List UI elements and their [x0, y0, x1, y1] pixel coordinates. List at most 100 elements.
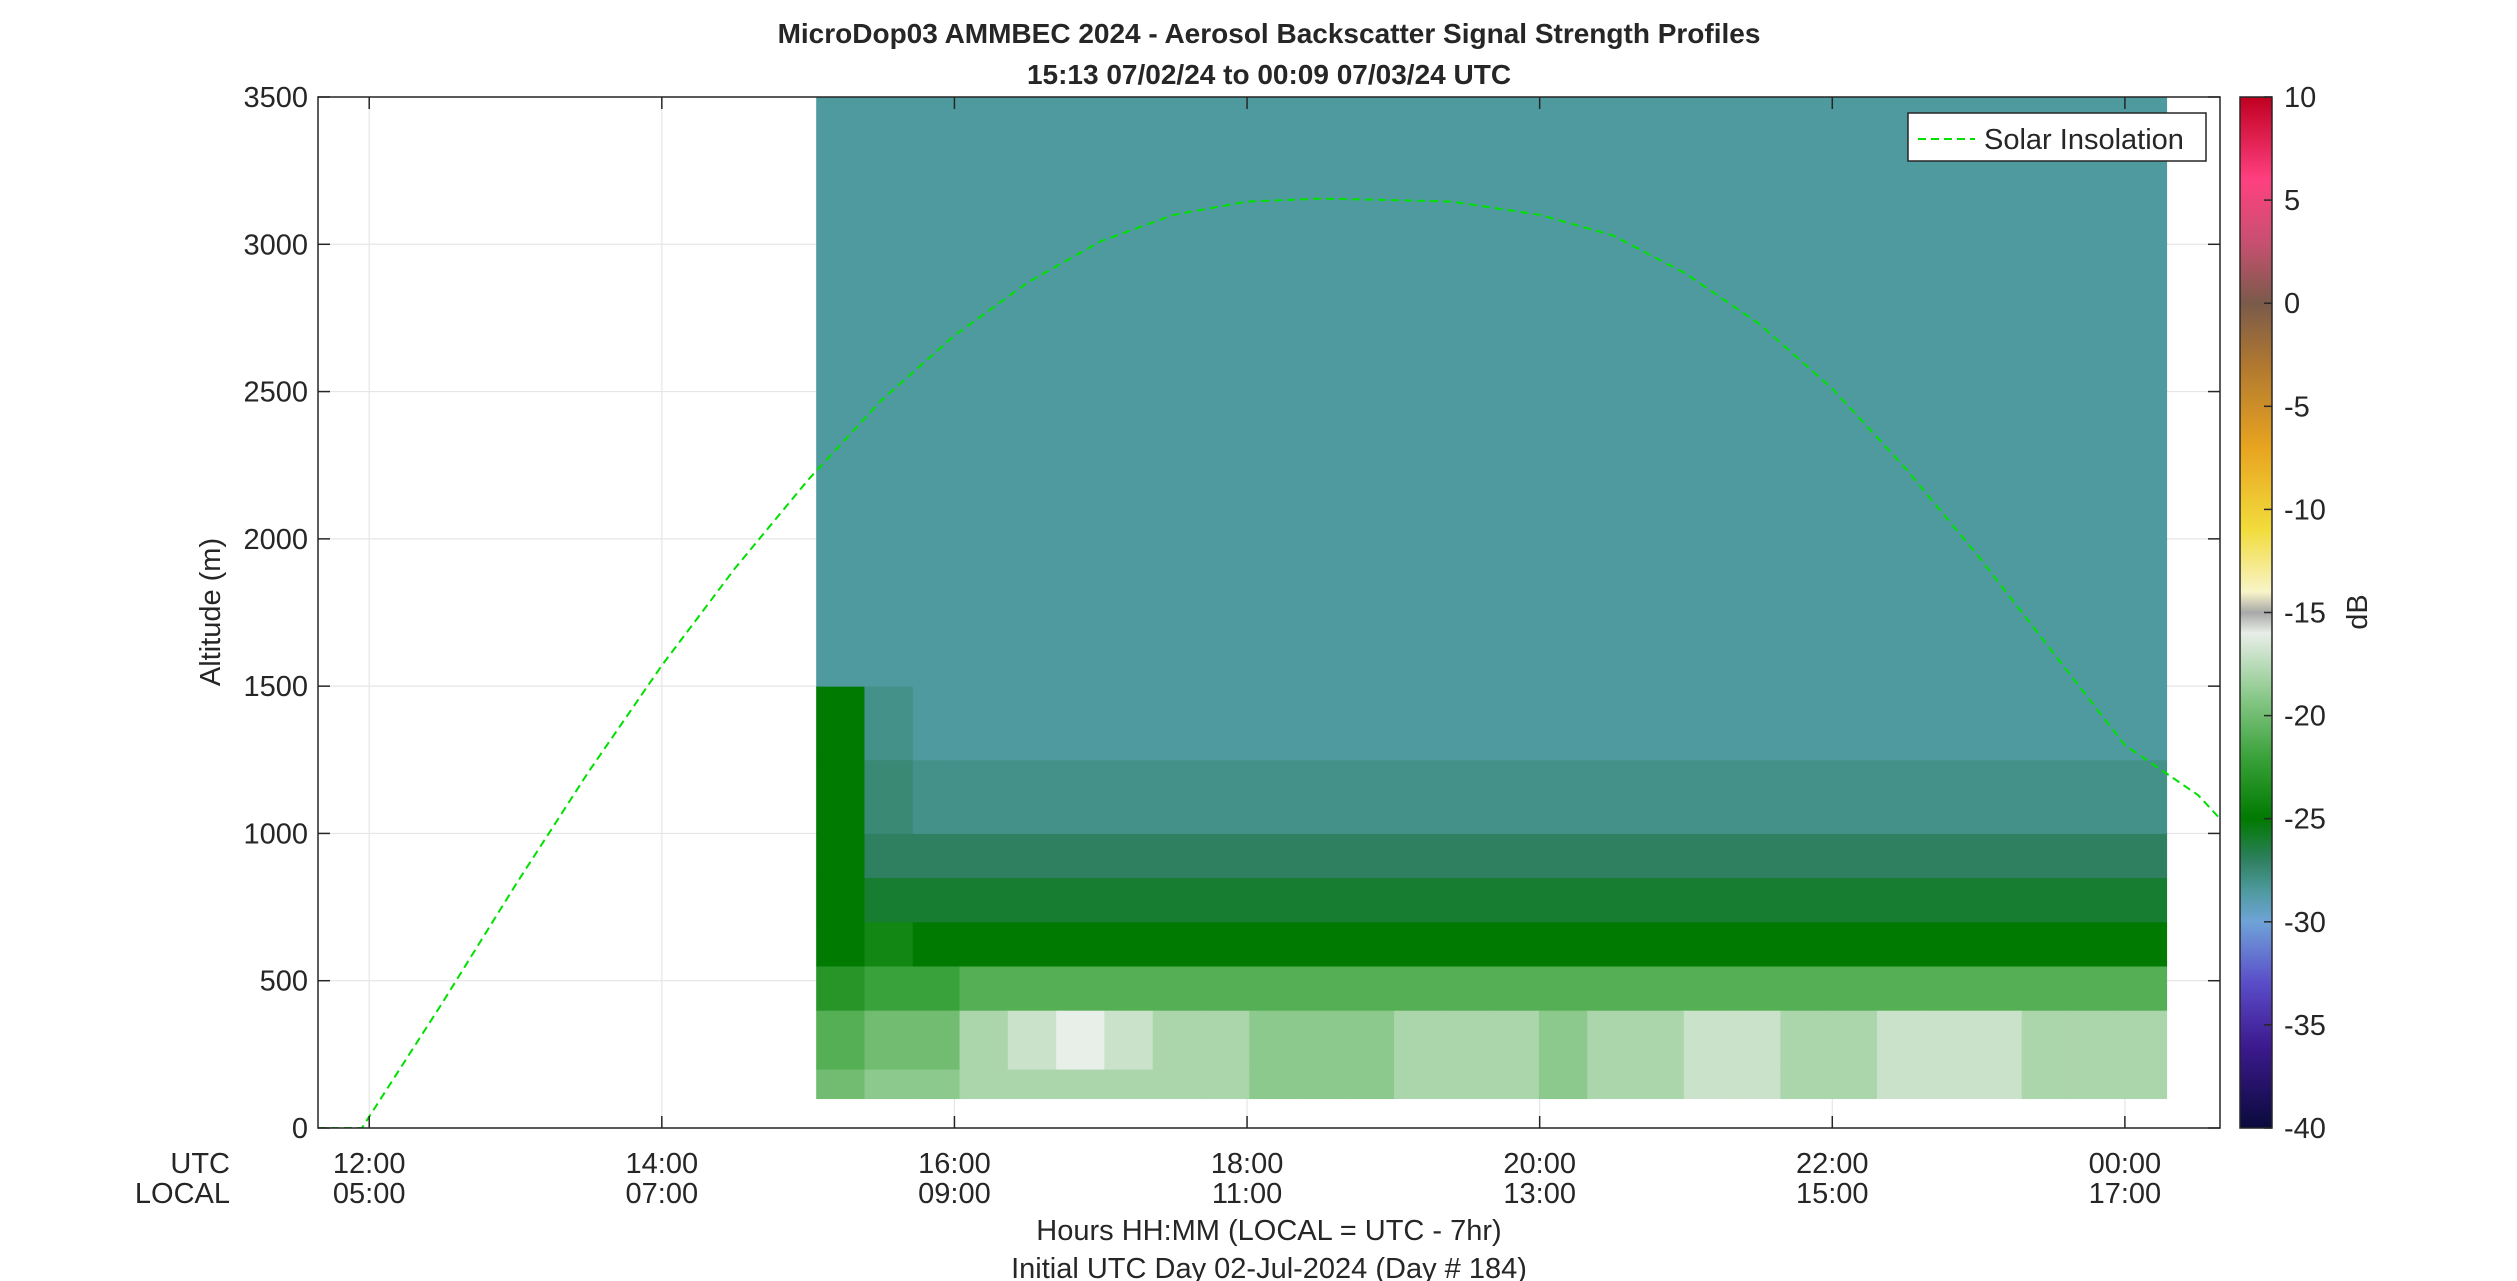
heatmap-cell: [1200, 833, 1250, 879]
heatmap-cell-upper: [1828, 97, 1878, 687]
x-tick-label-local: 15:00: [1796, 1178, 1869, 1210]
heatmap-cell: [2118, 1069, 2168, 1100]
heatmap-cell: [1780, 877, 1830, 923]
heatmap-cell: [1876, 921, 1926, 967]
heatmap-cell: [1490, 686, 1540, 761]
heatmap-cell: [1538, 1069, 1588, 1100]
heatmap-cell: [1297, 686, 1347, 761]
heatmap-cell: [1249, 921, 1299, 967]
heatmap-cell: [1394, 877, 1443, 923]
heatmap-cell: [1635, 686, 1685, 761]
heatmap-cell: [1973, 833, 2023, 879]
heatmap-cell: [1249, 1010, 1299, 1070]
heatmap-cell: [2021, 877, 2071, 923]
heatmap-cell: [1297, 1010, 1347, 1070]
x-tick-label-utc: 12:00: [333, 1148, 406, 1180]
heatmap-cell: [1297, 759, 1347, 834]
heatmap-cell: [1394, 759, 1443, 834]
heatmap-cell: [1394, 921, 1443, 967]
heatmap-cell: [1876, 1010, 1926, 1070]
heatmap-cell: [1249, 833, 1299, 879]
heatmap-cell: [1683, 877, 1733, 923]
colorbar-tick-label: -35: [2284, 1010, 2326, 1042]
heatmap-cell: [2118, 833, 2168, 879]
heatmap-cell: [959, 877, 1009, 923]
x-tick-label-local: 05:00: [333, 1178, 406, 1210]
heatmap-cell: [1828, 877, 1878, 923]
heatmap-cell: [1780, 759, 1830, 834]
heatmap-cell: [1007, 877, 1057, 923]
heatmap-cell: [1104, 921, 1154, 967]
colorbar-ticks: 10 5 0 -5 -10 -15 -20 -25 -30 -35 -40: [2264, 82, 2326, 1145]
heatmap-cell: [2070, 1069, 2119, 1100]
y-tick-label: 2500: [243, 377, 308, 409]
heatmap-cell-upper: [1490, 97, 1540, 687]
heatmap-cell: [1925, 686, 1974, 761]
legend-box: [1907, 112, 2207, 162]
x-axis-label-line2: Initial UTC Day 02-Jul-2024 (Day # 184): [1011, 1253, 1527, 1281]
heatmap-cell: [1056, 1069, 1105, 1100]
heatmap-cell: [1442, 1069, 1492, 1100]
heatmap-cell: [1056, 759, 1105, 834]
heatmap-cell: [1780, 1069, 1830, 1100]
heatmap-cell: [1828, 1010, 1878, 1070]
heatmap-cell: [1345, 1010, 1395, 1070]
colorbar-tick-label: 10: [2284, 82, 2316, 114]
heatmap-cell: [1973, 877, 2023, 923]
heatmap-cell: [1876, 686, 1926, 761]
heatmap-cell: [1104, 833, 1154, 879]
heatmap-cell: [1490, 759, 1540, 834]
heatmap-cell: [1297, 1069, 1347, 1100]
heatmap-cell: [1345, 759, 1395, 834]
heatmap-cell-upper: [1780, 97, 1830, 687]
heatmap-cell: [1394, 1010, 1443, 1070]
legend-entry-solar-insolation: Solar Insolation: [1984, 124, 2184, 156]
heatmap-cell: [1007, 1010, 1057, 1070]
heatmap-cell: [2118, 877, 2168, 923]
heatmap-cell: [1442, 686, 1492, 761]
heatmap-cell: [912, 759, 962, 834]
y-tick-label: 2000: [243, 524, 308, 556]
heatmap-cell: [1490, 833, 1540, 879]
heatmap-cell: [1587, 1010, 1637, 1070]
heatmap-cell: [1683, 1010, 1733, 1070]
heatmap-cell: [1828, 965, 1878, 1011]
heatmap-cell-upper: [1249, 97, 1299, 687]
heatmap-cell: [2118, 1010, 2168, 1070]
heatmap-cell: [1732, 833, 1781, 879]
y-axis-ticks: 0 500 1000 1500 2000 2500 3000 3500: [243, 82, 2220, 1145]
heatmap-cell: [1538, 1010, 1588, 1070]
heatmap-cell: [1973, 686, 2023, 761]
heatmap-cell: [864, 833, 914, 879]
heatmap-cell: [1635, 921, 1685, 967]
heatmap-cell: [1732, 965, 1781, 1011]
heatmap-cell: [912, 877, 962, 923]
heatmap-cell: [1635, 965, 1685, 1011]
colorbar-tick-label: -10: [2284, 494, 2326, 526]
heatmap-cell: [1394, 965, 1443, 1011]
heatmap-cells: [816, 97, 2168, 1100]
plot-axes-box: [317, 96, 2221, 1129]
heatmap-cell: [1152, 877, 1202, 923]
heatmap-cell: [1104, 1069, 1154, 1100]
heatmap-cell: [1490, 965, 1540, 1011]
heatmap-cell: [1249, 877, 1299, 923]
heatmap-cell: [816, 921, 865, 967]
heatmap-cell: [1345, 921, 1395, 967]
heatmap-cell: [1152, 921, 1202, 967]
heatmap-cell: [912, 921, 962, 967]
heatmap-cell: [1442, 965, 1492, 1011]
heatmap-cell: [2118, 686, 2168, 761]
colorbar-tick-label: -30: [2284, 907, 2326, 939]
heatmap-cell: [1828, 686, 1878, 761]
colorbar-tick-label: -5: [2284, 391, 2310, 423]
heatmap-cell: [1973, 921, 2023, 967]
heatmap-cell: [1056, 965, 1105, 1011]
heatmap-cell: [1925, 833, 1974, 879]
heatmap-cell-upper: [1683, 97, 1733, 687]
x-tick-label-local: 17:00: [2089, 1178, 2162, 1210]
heatmap-cell: [1925, 921, 1974, 967]
heatmap-cell: [1056, 686, 1105, 761]
heatmap-cell: [912, 965, 962, 1011]
heatmap-cell: [1973, 759, 2023, 834]
